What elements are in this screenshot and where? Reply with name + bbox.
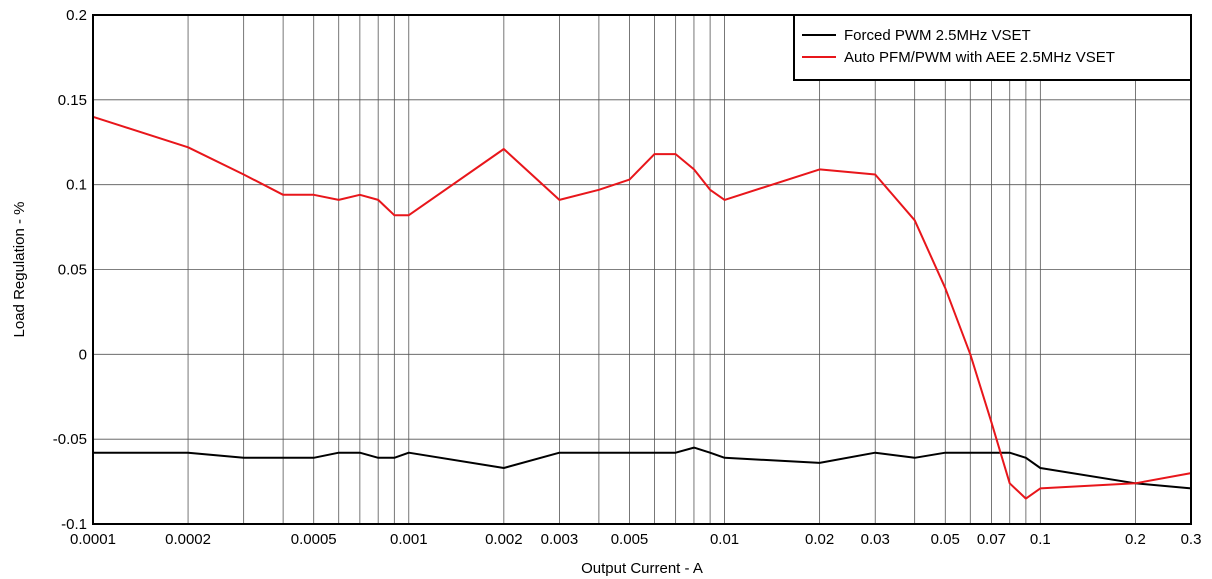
legend: Forced PWM 2.5MHz VSET Auto PFM/PWM with …: [793, 14, 1192, 81]
legend-label-2: Auto PFM/PWM with AEE 2.5MHz VSET: [844, 49, 1115, 66]
x-tick-label: 0.2: [1125, 531, 1146, 548]
series-layer: [92, 115, 1192, 500]
x-tick-label: 0.3: [1181, 531, 1202, 548]
series-line-1: [93, 446, 1192, 490]
y-axis-title: Load Regulation - %: [11, 202, 28, 338]
x-tick-label: 0.0001: [70, 531, 116, 548]
legend-label-1: Forced PWM 2.5MHz VSET: [844, 27, 1031, 44]
x-tick-label: 0.005: [611, 531, 649, 548]
x-axis-title: Output Current - A: [581, 560, 703, 577]
x-tick-label: 0.003: [541, 531, 579, 548]
y-tick-label: 0.05: [58, 262, 87, 279]
x-tick-label: 0.1: [1030, 531, 1051, 548]
x-tick-label: 0.001: [390, 531, 428, 548]
plot-frame: [92, 14, 1192, 525]
y-tick-label: -0.05: [53, 431, 87, 448]
y-tick-labels: 0.2 0.15 0.1 0.05 0 -0.05 -0.1: [53, 7, 87, 533]
grid-lines: [92, 14, 1192, 525]
y-tick-label: 0: [79, 346, 87, 363]
x-tick-label: 0.05: [931, 531, 960, 548]
series-line-2: [92, 115, 1192, 500]
x-tick-labels: 0.0001 0.0002 0.0005 0.001 0.002 0.003 0.005 0.…: [70, 531, 1201, 548]
x-tick-label: 0.01: [710, 531, 739, 548]
x-tick-label: 0.0002: [165, 531, 211, 548]
x-tick-label: 0.02: [805, 531, 834, 548]
x-tick-label: 0.07: [977, 531, 1006, 548]
y-tick-label: 0.2: [66, 7, 87, 24]
legend-box: [793, 14, 1192, 81]
x-tick-label: 0.03: [861, 531, 890, 548]
y-tick-label: 0.15: [58, 92, 87, 109]
x-tick-label: 0.0005: [291, 531, 337, 548]
x-tick-label: 0.002: [485, 531, 523, 548]
y-tick-label: -0.1: [61, 516, 87, 533]
y-tick-label: 0.1: [66, 177, 87, 194]
